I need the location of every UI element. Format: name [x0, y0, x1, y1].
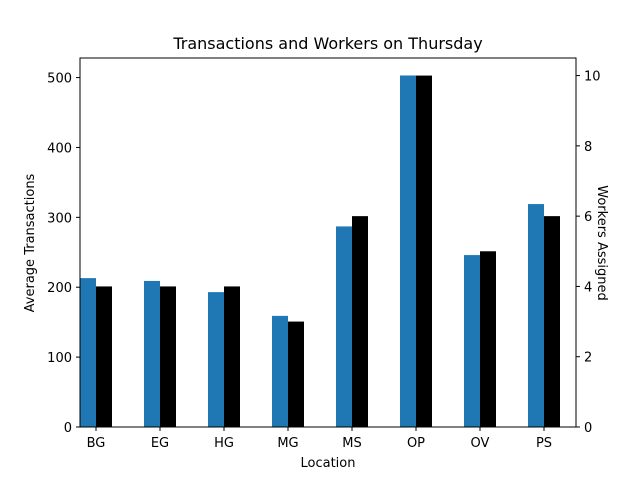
- x-tick-label: OP: [407, 436, 425, 451]
- ticks-layer: BG EG HG MG MS OP OV PS 0 100 200 300 400 500 0 2 4 6 8 10: [47, 70, 600, 451]
- transactions-bar-ms: [336, 226, 352, 427]
- left-y-tick-label: 400: [47, 141, 72, 156]
- transactions-bar-ps: [528, 204, 544, 427]
- left-y-tick-label: 100: [47, 351, 72, 366]
- left-y-tick-label: 200: [47, 281, 72, 296]
- left-y-tick-label: 300: [47, 211, 72, 226]
- right-y-tick-label: 2: [584, 351, 592, 366]
- chart-title: Transactions and Workers on Thursday: [172, 34, 482, 53]
- left-y-axis-label: Average Transactions: [23, 173, 38, 312]
- right-y-tick-label: 4: [584, 280, 592, 295]
- transactions-bar-ov: [464, 255, 480, 427]
- workers-bar-eg: [160, 286, 176, 427]
- left-y-tick-label: 0: [64, 421, 72, 436]
- workers-bar-ms: [352, 216, 368, 427]
- x-tick-label: MS: [342, 436, 361, 451]
- transactions-bar-hg: [208, 292, 224, 427]
- workers-bar-hg: [224, 286, 240, 427]
- bars-layer: [80, 75, 560, 428]
- x-tick-label: EG: [151, 436, 169, 451]
- right-y-tick-label: 10: [584, 70, 601, 85]
- transactions-bar-mg: [272, 315, 288, 427]
- right-y-axis-label: Workers Assigned: [594, 185, 609, 301]
- left-y-tick-label: 500: [47, 72, 72, 87]
- transactions-bar-op: [400, 75, 416, 427]
- x-tick-label: PS: [536, 436, 552, 451]
- right-y-tick-label: 0: [584, 421, 592, 436]
- workers-bar-op: [416, 75, 432, 428]
- right-y-tick-label: 6: [584, 210, 592, 225]
- workers-bar-ov: [480, 251, 496, 427]
- right-y-tick-label: 8: [584, 140, 592, 155]
- workers-bar-ps: [544, 216, 560, 427]
- transactions-bar-bg: [80, 278, 96, 427]
- transactions-bar-eg: [144, 280, 160, 427]
- x-tick-label: OV: [471, 436, 490, 451]
- x-axis-label: Location: [301, 456, 356, 471]
- x-tick-label: MG: [277, 436, 298, 451]
- x-tick-label: BG: [87, 436, 106, 451]
- x-tick-label: HG: [214, 436, 234, 451]
- plot-frame: [79, 57, 577, 428]
- workers-bar-mg: [288, 321, 304, 427]
- workers-bar-bg: [96, 286, 112, 427]
